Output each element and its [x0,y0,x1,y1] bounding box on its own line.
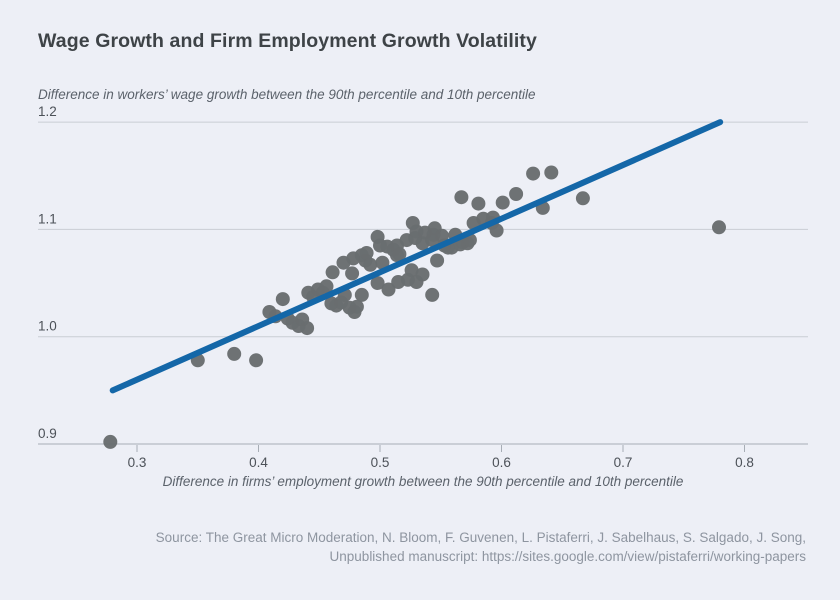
source-note-line2: Unpublished manuscript: https://sites.go… [329,549,806,564]
scatter-point [325,265,340,280]
scatter-point [349,299,364,314]
x-tick-label: 0.7 [614,455,633,470]
source-note: Source: The Great Micro Moderation, N. B… [156,528,806,566]
scatter-point [526,166,541,181]
scatter-point [404,263,419,278]
chart-title: Wage Growth and Firm Employment Growth V… [38,30,537,52]
source-note-line1: Source: The Great Micro Moderation, N. B… [155,530,806,545]
scatter-point [489,223,504,238]
scatter-point [509,187,524,201]
scatter-point [392,247,407,262]
x-tick-label: 0.4 [249,455,268,470]
scatter-point [103,434,118,449]
scatter-point [425,287,440,302]
scatter-point [471,196,486,211]
scatter-point [354,287,369,302]
x-axis-title: Difference in firms’ employment growth b… [162,474,684,489]
scatter-point [227,346,242,361]
scatter-point [712,220,726,235]
trend-line-layer [109,119,724,394]
scatter-points-layer [103,165,726,449]
scatter-point [345,266,360,281]
trend-line [109,119,724,394]
axis-ticks-layer: 0.9 1.0 1.1 1.2 0.3 0.4 0.5 0.6 0.7 0.8 [38,104,754,470]
scatter-point [495,195,510,210]
y-axis-title: Difference in workers’ wage growth betwe… [38,87,536,102]
scatter-point [249,353,264,368]
x-tick-label: 0.5 [371,455,390,470]
scatter-point [363,257,378,272]
scatter-point [359,246,374,260]
x-tick-label: 0.3 [128,455,147,470]
scatter-point [575,191,590,206]
scatter-point [381,282,396,297]
y-tick-label: 0.9 [38,426,57,441]
y-tick-label: 1.0 [38,319,57,334]
scatter-point [300,321,315,336]
scatter-point [544,165,559,180]
scatter-point [415,267,430,282]
scatter-point [370,276,385,290]
scatter-point [319,279,334,294]
y-tick-label: 1.1 [38,211,57,226]
x-tick-label: 0.6 [492,455,511,470]
scatter-point [454,190,469,205]
scatter-point [275,292,290,307]
x-tick-label: 0.8 [735,455,754,470]
y-tick-label: 1.2 [38,104,57,119]
scatter-point [375,255,390,270]
scatter-point [430,253,445,268]
